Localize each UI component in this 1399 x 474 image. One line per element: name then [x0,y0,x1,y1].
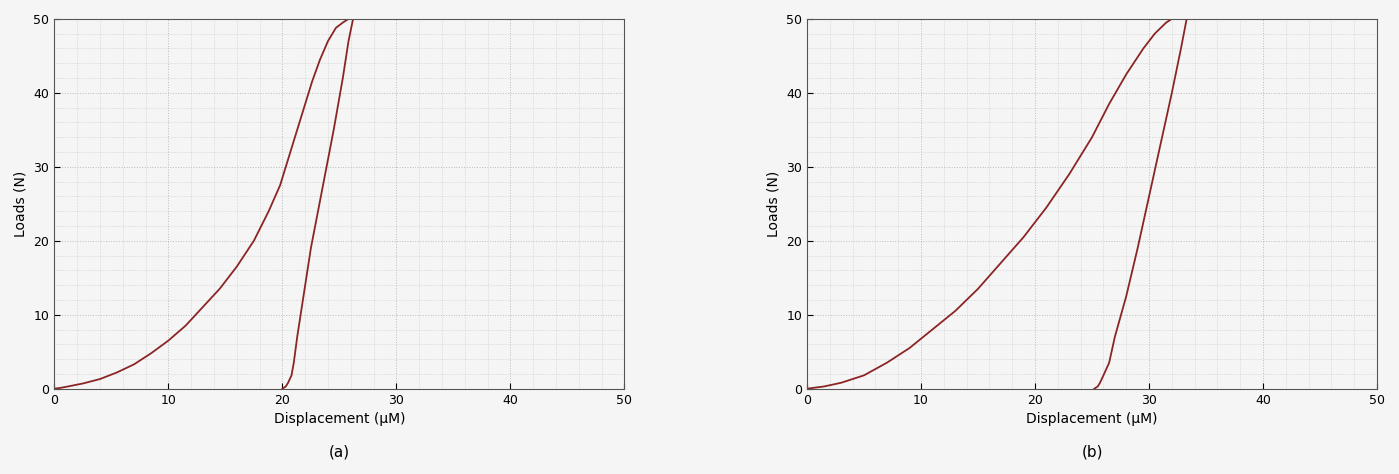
Text: (b): (b) [1081,444,1102,459]
Y-axis label: Loads (N): Loads (N) [767,171,781,237]
X-axis label: Displacement (μM): Displacement (μM) [274,412,406,426]
Y-axis label: Loads (N): Loads (N) [14,171,28,237]
Text: (a): (a) [329,444,350,459]
X-axis label: Displacement (μM): Displacement (μM) [1027,412,1158,426]
